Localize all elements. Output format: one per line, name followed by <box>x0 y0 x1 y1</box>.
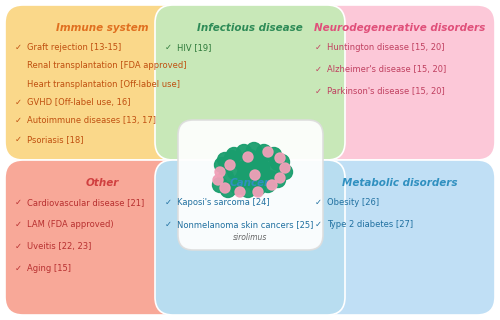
Text: Autoimmune diseases [13, 17]: Autoimmune diseases [13, 17] <box>27 116 156 125</box>
Text: Cardiovascular disease [21]: Cardiovascular disease [21] <box>27 198 144 207</box>
Text: Other: Other <box>86 178 119 188</box>
Text: HIV [19]: HIV [19] <box>177 43 212 52</box>
Text: Obesity [26]: Obesity [26] <box>327 198 379 207</box>
Circle shape <box>214 157 230 172</box>
Text: Parkinson's disease [15, 20]: Parkinson's disease [15, 20] <box>327 87 445 96</box>
Circle shape <box>235 187 245 197</box>
Text: Kaposi's sarcoma [24]: Kaposi's sarcoma [24] <box>177 198 270 207</box>
Circle shape <box>236 145 252 159</box>
Circle shape <box>254 167 270 182</box>
Text: GVHD [Off-label use, 16]: GVHD [Off-label use, 16] <box>27 98 130 107</box>
Text: ✓: ✓ <box>315 87 322 96</box>
Circle shape <box>225 160 235 170</box>
Circle shape <box>213 175 223 185</box>
Circle shape <box>226 148 242 163</box>
Circle shape <box>246 142 262 157</box>
Circle shape <box>275 173 285 183</box>
FancyBboxPatch shape <box>305 160 495 315</box>
Text: ✓: ✓ <box>15 135 22 144</box>
Text: ✓: ✓ <box>315 220 322 229</box>
Circle shape <box>215 167 225 177</box>
Text: ✓: ✓ <box>15 264 22 273</box>
Text: Aging [15]: Aging [15] <box>27 264 71 273</box>
Circle shape <box>244 164 260 180</box>
FancyBboxPatch shape <box>155 5 345 160</box>
Circle shape <box>260 150 276 165</box>
Text: Heart transplantation [Off-label use]: Heart transplantation [Off-label use] <box>27 80 180 89</box>
Circle shape <box>263 147 273 157</box>
Text: Uveitis [22, 23]: Uveitis [22, 23] <box>27 242 92 251</box>
Text: ✓: ✓ <box>315 65 322 74</box>
Circle shape <box>270 172 285 188</box>
Text: LAM (FDA approved): LAM (FDA approved) <box>27 220 114 229</box>
Circle shape <box>270 156 285 171</box>
Text: Metabolic disorders: Metabolic disorders <box>342 178 458 188</box>
Text: ✓: ✓ <box>315 198 322 207</box>
Circle shape <box>224 150 240 165</box>
Circle shape <box>253 187 263 197</box>
Circle shape <box>280 163 290 173</box>
Circle shape <box>254 161 270 175</box>
Text: ✓: ✓ <box>165 198 172 207</box>
Text: ✓: ✓ <box>15 242 22 251</box>
Circle shape <box>242 149 258 164</box>
Text: Infectious disease: Infectious disease <box>197 23 303 33</box>
FancyBboxPatch shape <box>178 120 323 250</box>
Circle shape <box>236 169 252 183</box>
Text: Nonmelanoma skin cancers [25]: Nonmelanoma skin cancers [25] <box>177 220 314 229</box>
Text: sirolimus: sirolimus <box>234 233 268 242</box>
Circle shape <box>278 164 292 180</box>
FancyBboxPatch shape <box>155 160 345 315</box>
Circle shape <box>267 180 277 190</box>
Circle shape <box>243 152 253 162</box>
Circle shape <box>220 183 230 193</box>
Text: ✓: ✓ <box>15 116 22 125</box>
Text: ✓: ✓ <box>165 43 172 52</box>
Text: ✓: ✓ <box>15 98 22 107</box>
Text: Type 2 diabetes [27]: Type 2 diabetes [27] <box>327 220 413 229</box>
Circle shape <box>242 172 258 188</box>
FancyBboxPatch shape <box>5 5 200 160</box>
Circle shape <box>232 174 248 189</box>
Circle shape <box>274 155 289 170</box>
Circle shape <box>275 153 285 163</box>
Circle shape <box>228 164 242 180</box>
Text: Alzheimer's disease [15, 20]: Alzheimer's disease [15, 20] <box>327 65 446 74</box>
Text: ✓: ✓ <box>15 220 22 229</box>
Circle shape <box>256 145 272 159</box>
Circle shape <box>234 156 250 171</box>
Text: ✓: ✓ <box>15 43 22 52</box>
Circle shape <box>248 157 262 172</box>
Text: Cancer: Cancer <box>230 178 270 188</box>
Circle shape <box>212 178 228 193</box>
Text: Neurodegenerative disorders: Neurodegenerative disorders <box>314 23 486 33</box>
Circle shape <box>266 148 281 163</box>
Text: ✓: ✓ <box>165 220 172 229</box>
Circle shape <box>238 161 252 175</box>
Text: Graft rejection [13-15]: Graft rejection [13-15] <box>27 43 121 52</box>
Text: Immune system: Immune system <box>56 23 149 33</box>
Circle shape <box>262 163 278 178</box>
FancyBboxPatch shape <box>305 5 495 160</box>
Circle shape <box>250 180 266 196</box>
Text: ✓: ✓ <box>15 198 22 207</box>
Text: Huntington disease [15, 20]: Huntington disease [15, 20] <box>327 43 444 52</box>
Circle shape <box>250 170 260 180</box>
Circle shape <box>218 170 234 185</box>
Circle shape <box>262 171 278 186</box>
Text: Psoriasis [18]: Psoriasis [18] <box>27 135 84 144</box>
Circle shape <box>220 182 236 197</box>
Text: ✓: ✓ <box>315 43 322 52</box>
Circle shape <box>252 155 268 170</box>
Circle shape <box>230 180 246 195</box>
Circle shape <box>252 172 268 188</box>
Text: Renal transplantation [FDA approved]: Renal transplantation [FDA approved] <box>27 61 186 70</box>
Circle shape <box>218 153 232 167</box>
Circle shape <box>260 178 276 193</box>
Circle shape <box>240 182 256 197</box>
FancyBboxPatch shape <box>5 160 200 315</box>
